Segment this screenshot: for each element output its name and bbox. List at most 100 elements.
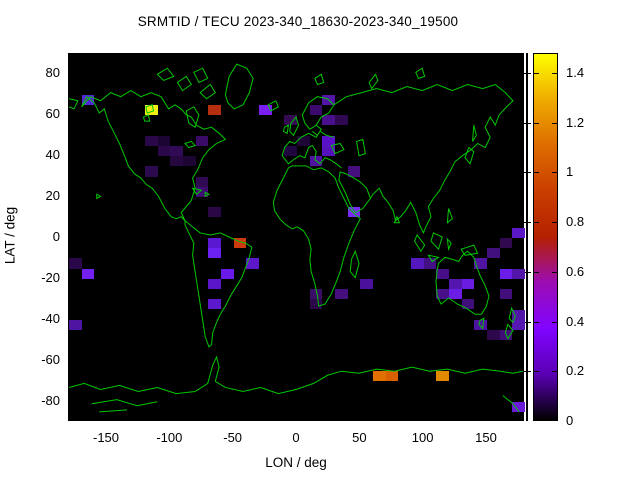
heatmap-cell (436, 289, 449, 300)
heatmap-cell (474, 258, 487, 269)
heatmap-cell (170, 156, 183, 167)
coastline-antarctica (69, 357, 523, 412)
coastline-arctic-islands (157, 68, 424, 99)
heatmap-cell (221, 268, 234, 279)
colorbar-tick-mark (534, 322, 539, 323)
heatmap-cell (233, 238, 247, 249)
y-tick-label: 40 (45, 147, 60, 163)
heatmap-cell (157, 135, 171, 146)
coastline-africa (273, 166, 360, 306)
heatmap-cell (512, 401, 525, 412)
colorbar-tick-mark (552, 371, 557, 372)
colorbar-tick-label: 1 (566, 164, 574, 180)
heatmap-cell (347, 207, 361, 218)
y-tick-label: -40 (41, 310, 60, 326)
heatmap-cell (183, 156, 196, 167)
coastlines-map (69, 54, 523, 420)
heatmap-cell (449, 278, 462, 290)
colorbar-tick-label: 1.2 (566, 114, 585, 130)
heatmap-cell (284, 115, 297, 126)
colorbar-tick-mark (522, 371, 531, 372)
heatmap-cell (208, 105, 221, 116)
heatmap-cell (322, 135, 335, 146)
heatmap-cell (246, 258, 259, 269)
heatmap-cell (309, 289, 323, 300)
coastline-asia (334, 85, 513, 233)
heatmap-cell (487, 248, 500, 259)
heatmap-cell (157, 146, 171, 157)
heatmap-cell (309, 105, 323, 116)
heatmap-cell (449, 289, 462, 300)
colorbar-tick-mark (534, 73, 539, 74)
colorbar-tick-mark (534, 222, 539, 223)
heatmap-cell (145, 135, 158, 146)
heatmap-cell (145, 166, 158, 177)
heatmap-cell (512, 268, 525, 279)
colorbar-tick-mark (522, 73, 531, 74)
colorbar-tick-label: 1.4 (566, 64, 585, 80)
heatmap-cell (335, 289, 348, 300)
colorbar-tick-mark (552, 322, 557, 323)
colorbar-tick-mark (534, 172, 539, 173)
heatmap-cell (461, 299, 475, 310)
heatmap-cell (436, 370, 449, 382)
coastline-europe (282, 97, 365, 168)
coastline-southeast-asia (415, 209, 478, 262)
colorbar-tick-mark (534, 371, 539, 372)
colorbar-tick-label: 0.6 (566, 263, 585, 279)
x-tick-label: -150 (92, 430, 120, 445)
coastline-north-america (82, 91, 226, 221)
heatmap-cell (208, 238, 221, 249)
heatmap-cell (309, 156, 323, 167)
colorbar-axis-line (526, 53, 528, 421)
y-tick-label: 60 (45, 106, 60, 122)
x-tick-label: -100 (156, 430, 183, 445)
heatmap-cell (208, 207, 221, 218)
y-tick-label: -80 (41, 392, 60, 408)
heatmap-cell (512, 309, 525, 320)
colorbar-tick-mark (552, 73, 557, 74)
heatmap-cell (499, 238, 513, 249)
heatmap-cell (423, 258, 437, 269)
heatmap-cell (385, 370, 399, 382)
colorbar-tick-mark (552, 272, 557, 273)
heatmap-cell (487, 330, 500, 341)
heatmap-cell (170, 146, 183, 157)
heatmap-cell (499, 289, 513, 300)
colorbar-tick-label: 0.2 (566, 363, 585, 379)
heatmap-cell (347, 166, 361, 177)
heatmap-cell (81, 268, 95, 279)
heatmap-cell (322, 115, 335, 126)
colorbar-tick-label: 0 (566, 413, 574, 428)
coastline-australia-nz (436, 251, 515, 338)
x-tick-label: -50 (223, 430, 243, 445)
heatmap-cell (373, 370, 386, 382)
heatmap-cell (208, 278, 221, 290)
heatmap-cell (436, 268, 449, 279)
heatmap-cell (411, 258, 424, 269)
heatmap-cell (259, 105, 272, 116)
heatmap-cell (360, 278, 373, 290)
x-tick-label: 100 (411, 430, 434, 445)
y-tick-label: -20 (41, 269, 60, 285)
heatmap-cell (195, 176, 209, 187)
colorbar-tick-label: 0.4 (566, 313, 585, 329)
heatmap-cell (474, 319, 487, 330)
y-tick-label: 80 (45, 65, 60, 81)
x-axis-title: LON / deg (265, 455, 327, 470)
heatmap-cell (512, 227, 525, 238)
x-tick-label: 150 (475, 430, 497, 445)
plot-area (68, 53, 525, 421)
colorbar-tick-mark (552, 123, 557, 124)
heatmap-cell (499, 268, 513, 279)
heatmap-cell (69, 258, 82, 269)
y-tick-label: 20 (45, 188, 60, 204)
heatmap-cell (461, 278, 475, 290)
colorbar-tick-mark (534, 123, 539, 124)
colorbar-tick-mark (522, 172, 531, 173)
colorbar-tick-mark (552, 222, 557, 223)
heatmap-cell (145, 105, 158, 116)
colorbar-tick-mark (552, 172, 557, 173)
heatmap-cell (309, 299, 323, 310)
